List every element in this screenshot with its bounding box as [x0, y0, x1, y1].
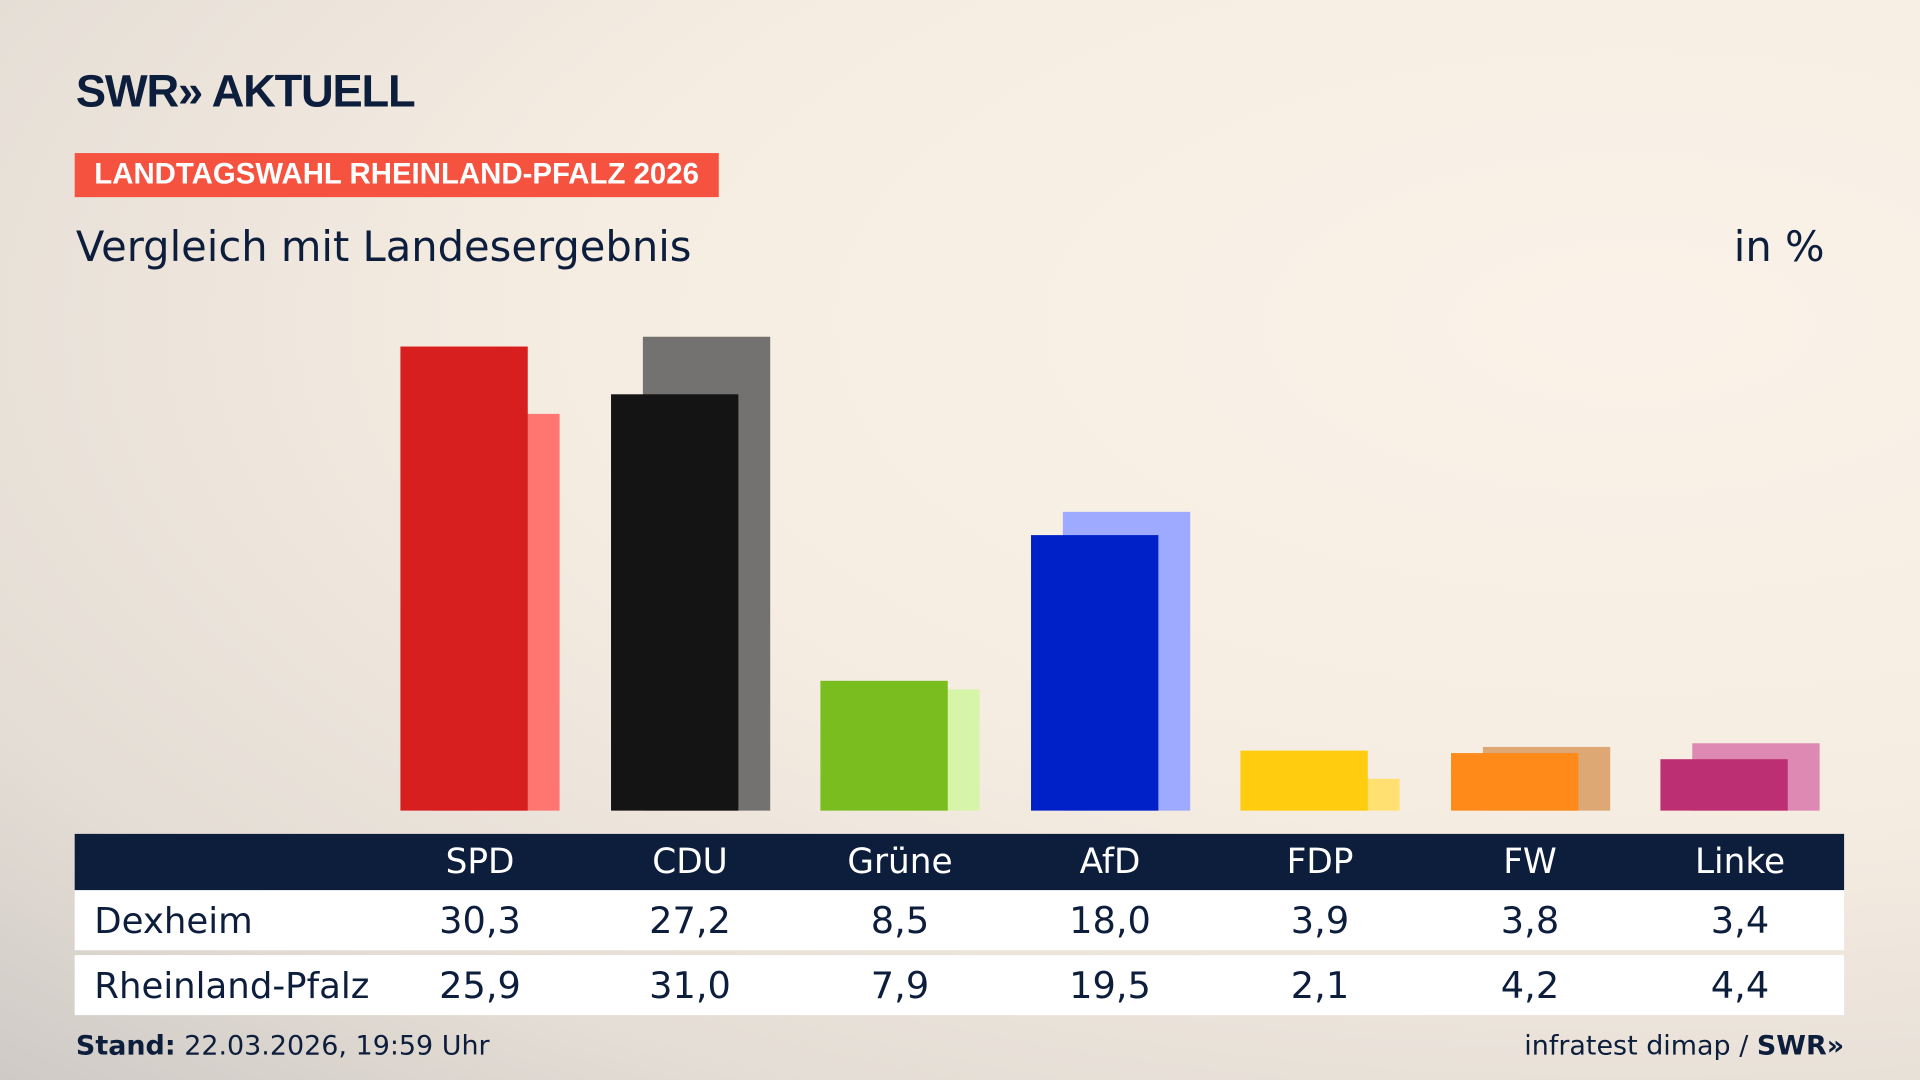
value-cell: 19,5	[1069, 964, 1151, 1008]
bar-dexheim-3	[1030, 535, 1158, 811]
party-header: Grüne	[847, 841, 953, 882]
bar-area	[400, 336, 1820, 811]
value-cell: 25,9	[439, 964, 521, 1008]
bar-dexheim-0	[400, 346, 528, 811]
bar-dexheim-4	[1240, 750, 1368, 811]
party-header: AfD	[1079, 841, 1141, 882]
value-cell: 31,0	[649, 964, 731, 1008]
table-row: Dexheim 30,3 27,2 8,5 18,0 3,9 3,8 3,4	[74, 890, 1845, 951]
party-header: FW	[1503, 841, 1557, 882]
row-label: Rheinland-Pfalz	[94, 964, 370, 1007]
party-header: SPD	[445, 841, 515, 882]
bar-dexheim-2	[820, 680, 948, 811]
value-cell: 7,9	[870, 964, 930, 1008]
election-badge: LANDTAGSWAHL RHEINLAND-PFALZ 2026	[74, 153, 719, 198]
timestamp: Stand: 22.03.2026, 19:59 Uhr	[76, 1031, 490, 1062]
stand-label: Stand:	[75, 1031, 176, 1062]
value-cell: 27,2	[649, 900, 731, 943]
source: infratest dimap / SWR»	[1524, 1031, 1844, 1062]
value-cell: 30,3	[439, 900, 521, 943]
party-header: FDP	[1286, 841, 1354, 882]
source-text: infratest dimap /	[1524, 1031, 1757, 1062]
row-label: Dexheim	[94, 900, 253, 942]
swr-logo: SWR»	[1756, 1031, 1845, 1062]
value-cell: 3,4	[1710, 900, 1770, 943]
unit-label: in %	[1733, 222, 1825, 272]
table-row: Rheinland-Pfalz 25,9 31,0 7,9 19,5 2,1 4,2 4,4	[74, 955, 1845, 1016]
value-cell: 4,2	[1500, 964, 1560, 1008]
party-header: CDU	[652, 841, 728, 882]
value-cell: 2,1	[1290, 964, 1350, 1008]
value-cell: 3,8	[1500, 900, 1560, 943]
value-cell: 18,0	[1069, 900, 1151, 943]
stand-value: 22.03.2026, 19:59 Uhr	[184, 1031, 490, 1062]
bar-dexheim-1	[610, 394, 738, 811]
bar-dexheim-6	[1660, 758, 1788, 811]
swr-aktuell-logo: SWR» AKTUELL	[75, 66, 416, 117]
bar-dexheim-5	[1450, 752, 1578, 811]
table-header: SPD CDU Grüne AfD FDP FW Linke	[74, 833, 1845, 891]
value-cell: 4,4	[1710, 964, 1770, 1008]
party-header: Linke	[1694, 841, 1786, 882]
value-cell: 3,9	[1290, 900, 1350, 943]
results-table: SPD CDU Grüne AfD FDP FW Linke Dexheim 30,3 27,…	[74, 833, 1845, 1016]
chart-subtitle: Vergleich mit Landesergebnis	[75, 222, 692, 272]
value-cell: 8,5	[870, 900, 930, 943]
